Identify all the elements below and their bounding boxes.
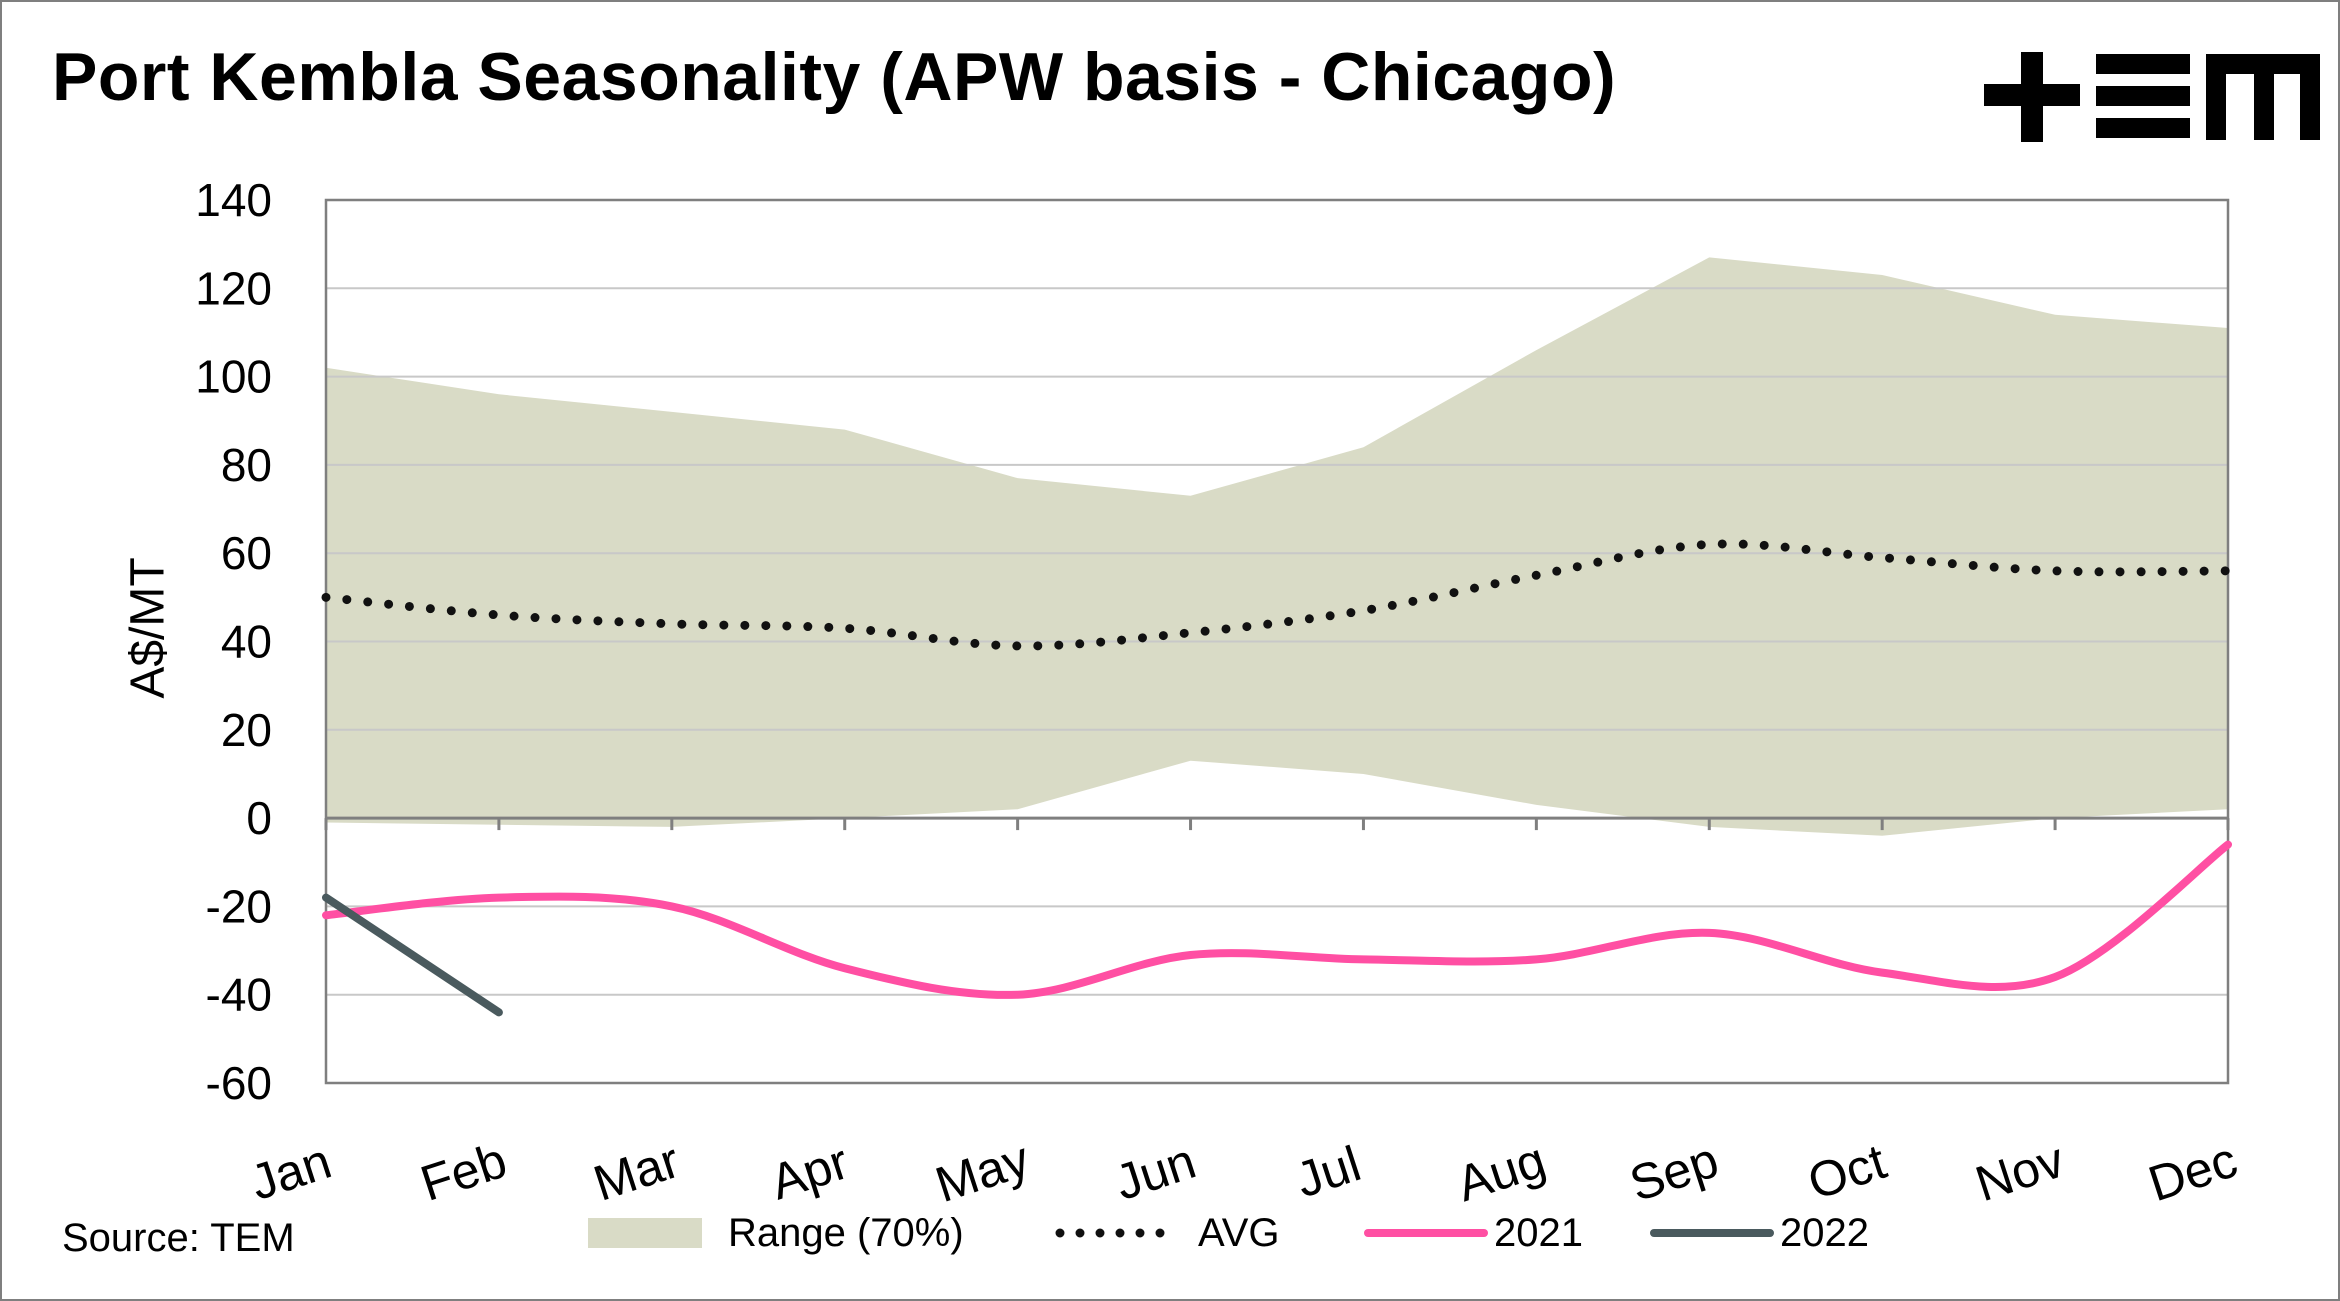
- legend-item-avg: AVG: [1054, 1208, 1280, 1258]
- y-axis-label: A$/MT: [121, 557, 175, 699]
- x-tick-label: Jun: [1108, 1133, 1202, 1211]
- x-tick-label: Sep: [1623, 1131, 1725, 1212]
- y-tick-label: 60: [221, 527, 272, 579]
- x-tick-label: Feb: [414, 1132, 513, 1212]
- legend-label-avg: AVG: [1198, 1210, 1280, 1255]
- y-tick-label: 0: [246, 792, 272, 844]
- legend-swatch-avg: [1055, 1228, 1173, 1238]
- y-tick-label: 20: [221, 704, 272, 756]
- x-tick-label: Jan: [244, 1133, 338, 1211]
- legend-swatch-range: [588, 1218, 702, 1248]
- y-tick-label: 100: [195, 351, 272, 403]
- legend-label-2022: 2022: [1780, 1210, 1869, 1255]
- chart-title: Port Kembla Seasonality (APW basis - Chi…: [52, 39, 1617, 115]
- range-band-area: [326, 257, 2228, 836]
- y-tick-label: 120: [195, 262, 272, 314]
- y-tick-label: 80: [221, 439, 272, 491]
- y-tick-label: 140: [195, 174, 272, 226]
- series-2022-line: [322, 893, 503, 1017]
- x-tick-label: May: [929, 1131, 1036, 1213]
- legend-item-2022: 2022: [1650, 1208, 1869, 1258]
- y-tick-label: -40: [206, 969, 272, 1021]
- legend-item-range: Range (70%): [588, 1208, 964, 1258]
- legend: Range (70%) AVG 2021 2022: [588, 1208, 2108, 1258]
- legend-item-2021: 2021: [1364, 1208, 1583, 1258]
- legend-label-2021: 2021: [1494, 1210, 1583, 1255]
- series-2021-line: [322, 840, 2232, 999]
- x-tick-label: Apr: [764, 1133, 855, 1210]
- y-tick-label: 40: [221, 616, 272, 668]
- legend-swatch-2022: [1650, 1229, 1774, 1237]
- plot-area-border: [324, 198, 2230, 1085]
- legend-label-range: Range (70%): [728, 1210, 964, 1255]
- y-tick-label: -60: [206, 1057, 272, 1109]
- x-tick-label: Mar: [587, 1132, 686, 1212]
- x-tick-label: Oct: [1801, 1133, 1892, 1210]
- source-note: Source: TEM: [62, 1216, 295, 1260]
- legend-swatch-2021: [1364, 1229, 1488, 1237]
- tem-logo: [1984, 52, 2320, 142]
- x-tick-label: Nov: [1969, 1131, 2071, 1212]
- x-tick-label: Dec: [2142, 1131, 2244, 1212]
- x-tick-label: Aug: [1450, 1131, 1552, 1212]
- y-tick-label: -20: [206, 880, 272, 932]
- x-tick-label: Jul: [1289, 1135, 1367, 1208]
